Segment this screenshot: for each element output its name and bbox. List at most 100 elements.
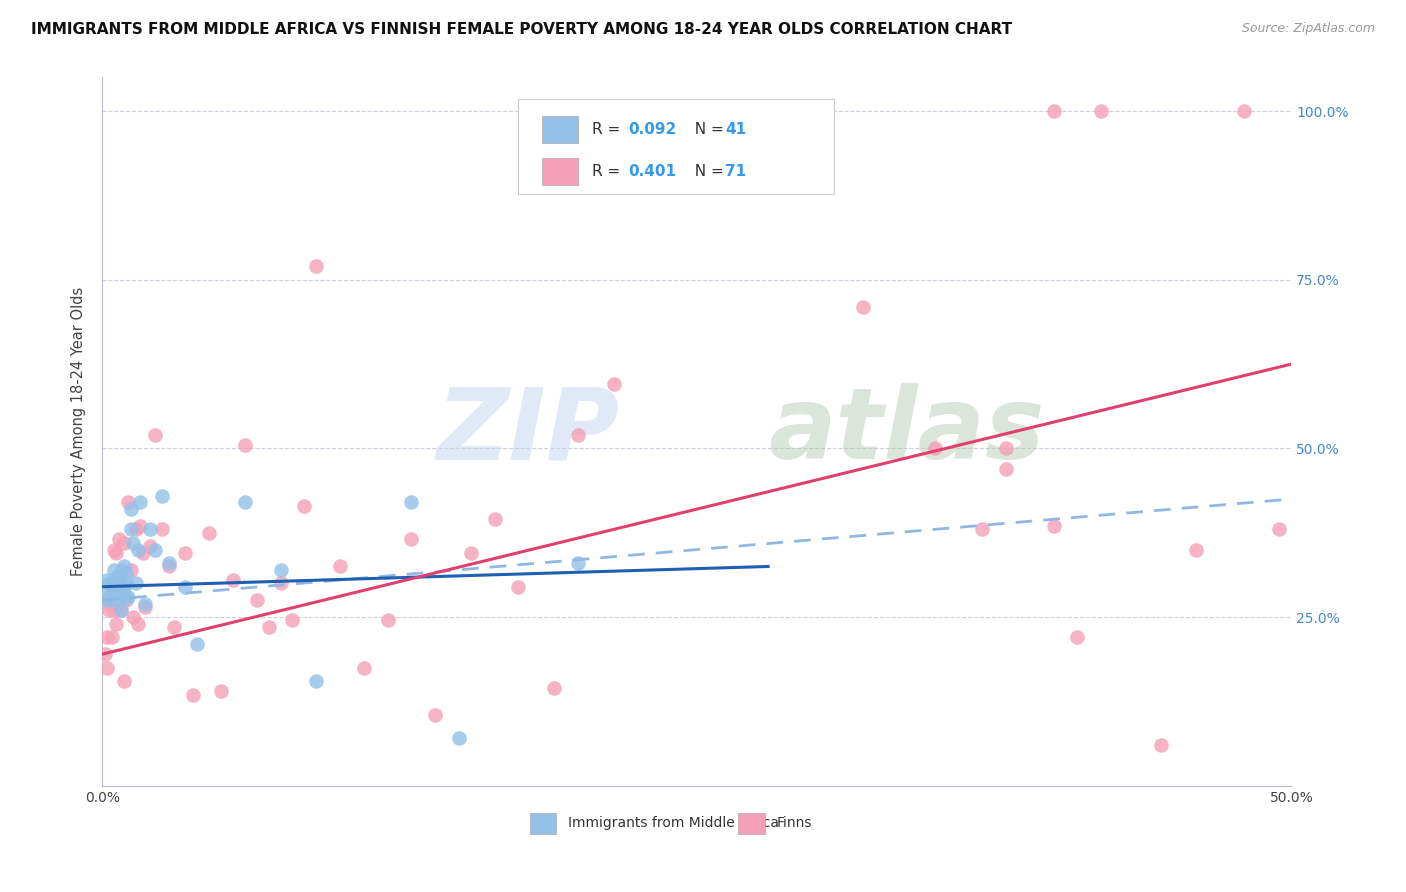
Point	[257, 620, 280, 634]
Point	[1185, 542, 1208, 557]
Point	[103, 563, 125, 577]
Point	[804, 104, 827, 119]
Point	[246, 593, 269, 607]
Point	[484, 512, 506, 526]
FancyBboxPatch shape	[543, 116, 578, 144]
Point	[567, 428, 589, 442]
Point	[1042, 519, 1064, 533]
Point	[638, 104, 661, 119]
Point	[143, 428, 166, 442]
Point	[543, 681, 565, 695]
Text: atlas: atlas	[768, 383, 1045, 480]
Text: ZIP: ZIP	[436, 383, 620, 480]
Point	[98, 597, 121, 611]
Y-axis label: Female Poverty Among 18-24 Year Olds: Female Poverty Among 18-24 Year Olds	[72, 287, 86, 576]
Point	[143, 542, 166, 557]
Point	[122, 536, 145, 550]
Point	[98, 576, 121, 591]
Point	[115, 566, 138, 581]
Point	[108, 573, 131, 587]
Point	[105, 616, 128, 631]
Point	[270, 563, 292, 577]
Point	[93, 647, 115, 661]
Point	[994, 442, 1017, 456]
Point	[98, 603, 121, 617]
Point	[96, 660, 118, 674]
Point	[377, 614, 399, 628]
Text: 41: 41	[725, 122, 747, 137]
Text: R =: R =	[592, 164, 626, 179]
Point	[120, 563, 142, 577]
Point	[209, 684, 232, 698]
Point	[127, 616, 149, 631]
Point	[112, 536, 135, 550]
Point	[129, 495, 152, 509]
Text: N =: N =	[685, 122, 728, 137]
Point	[1090, 104, 1112, 119]
Point	[270, 576, 292, 591]
Point	[103, 542, 125, 557]
Point	[139, 539, 162, 553]
Point	[222, 573, 245, 587]
Point	[508, 580, 530, 594]
FancyBboxPatch shape	[543, 158, 578, 186]
Text: 71: 71	[725, 164, 747, 179]
Point	[150, 489, 173, 503]
Point	[447, 731, 470, 746]
Point	[100, 576, 122, 591]
Point	[117, 495, 139, 509]
Point	[305, 674, 328, 689]
Point	[460, 546, 482, 560]
Point	[134, 597, 156, 611]
Point	[721, 104, 744, 119]
Point	[131, 546, 153, 560]
Point	[852, 300, 875, 314]
Point	[186, 637, 208, 651]
Point	[100, 580, 122, 594]
Point	[157, 559, 180, 574]
Point	[174, 546, 197, 560]
Point	[1268, 522, 1291, 536]
Point	[96, 593, 118, 607]
Text: Source: ZipAtlas.com: Source: ZipAtlas.com	[1241, 22, 1375, 36]
Point	[112, 674, 135, 689]
Point	[124, 576, 146, 591]
Point	[105, 569, 128, 583]
Point	[117, 590, 139, 604]
Point	[103, 576, 125, 591]
Point	[150, 522, 173, 536]
FancyBboxPatch shape	[738, 813, 765, 834]
Point	[425, 707, 447, 722]
Point	[93, 580, 115, 594]
Point	[103, 593, 125, 607]
Point	[1233, 104, 1256, 119]
Point	[100, 576, 122, 591]
Point	[96, 630, 118, 644]
Text: IMMIGRANTS FROM MIDDLE AFRICA VS FINNISH FEMALE POVERTY AMONG 18-24 YEAR OLDS CO: IMMIGRANTS FROM MIDDLE AFRICA VS FINNISH…	[31, 22, 1012, 37]
Point	[139, 522, 162, 536]
Point	[122, 610, 145, 624]
Point	[233, 495, 256, 509]
Point	[98, 590, 121, 604]
Point	[112, 580, 135, 594]
Point	[108, 590, 131, 604]
Point	[120, 502, 142, 516]
Point	[1149, 738, 1171, 752]
Point	[115, 590, 138, 604]
Point	[162, 620, 184, 634]
Point	[127, 542, 149, 557]
Point	[115, 593, 138, 607]
Point	[112, 559, 135, 574]
Point	[233, 438, 256, 452]
FancyBboxPatch shape	[530, 813, 557, 834]
Point	[401, 533, 423, 547]
Point	[353, 660, 375, 674]
Text: R =: R =	[592, 122, 626, 137]
Point	[110, 563, 132, 577]
Point	[129, 519, 152, 533]
Text: Immigrants from Middle Africa: Immigrants from Middle Africa	[568, 816, 779, 830]
Point	[103, 603, 125, 617]
Point	[567, 556, 589, 570]
Text: 0.401: 0.401	[628, 164, 676, 179]
Point	[1042, 104, 1064, 119]
